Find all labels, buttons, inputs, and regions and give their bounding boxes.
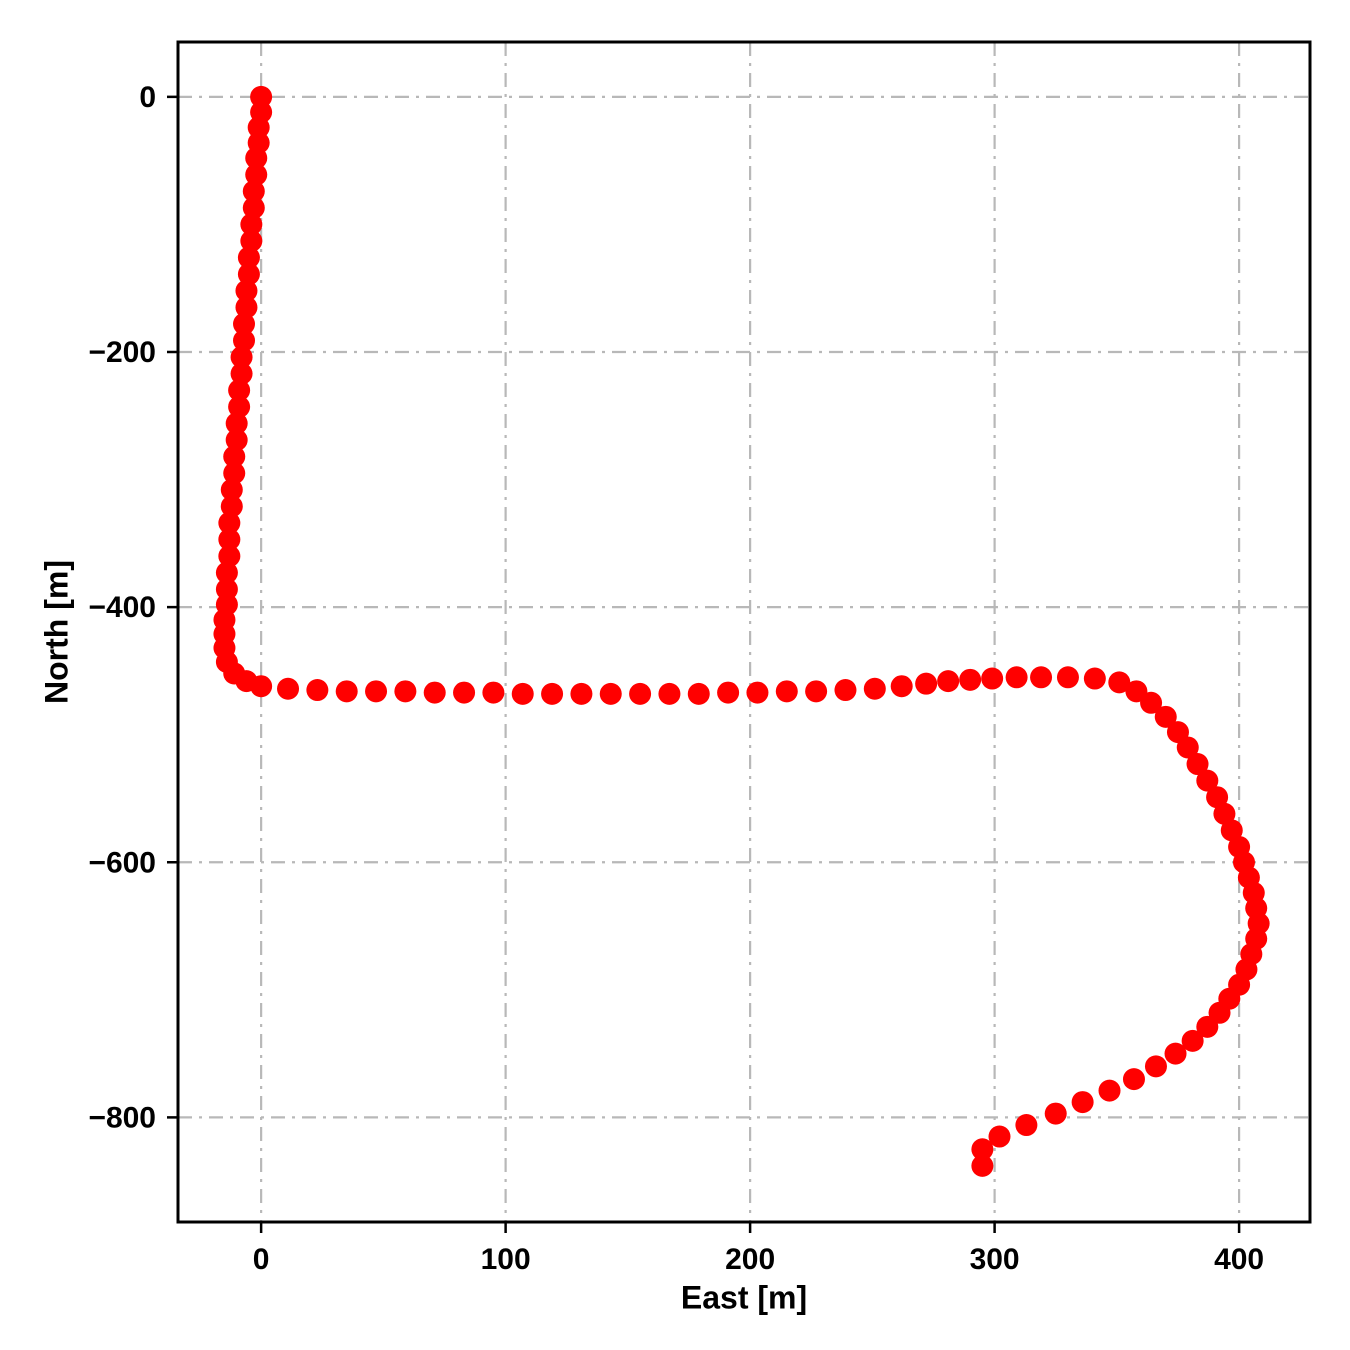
trajectory-point xyxy=(988,1125,1011,1148)
trajectory-point xyxy=(1030,666,1053,689)
trajectory-point xyxy=(834,679,857,702)
y-tick-label: 0 xyxy=(139,81,156,114)
trajectory-point xyxy=(971,1154,994,1177)
trajectory-point xyxy=(1083,667,1106,690)
trajectory-point xyxy=(971,1138,994,1161)
trajectory-point xyxy=(218,545,241,568)
trajectory-point xyxy=(1154,705,1177,728)
trajectory-point xyxy=(1181,1029,1204,1052)
trajectory-point xyxy=(1140,691,1163,714)
trajectory-point xyxy=(511,682,534,705)
trajectory-point xyxy=(223,462,246,485)
trajectory-point xyxy=(230,346,253,369)
trajectory-point xyxy=(1196,1015,1219,1038)
trajectory-point xyxy=(775,680,798,703)
trajectory-point xyxy=(242,196,265,219)
trajectory-point xyxy=(746,681,769,704)
trajectory-point xyxy=(1144,1055,1167,1078)
trajectory-point xyxy=(915,672,938,695)
trajectory-point xyxy=(306,679,329,702)
trajectory-point xyxy=(230,362,253,385)
trajectory-point xyxy=(233,329,256,352)
trajectory-point xyxy=(1206,786,1229,809)
trajectory-point xyxy=(225,429,248,452)
trajectory-point xyxy=(1071,1091,1094,1114)
trajectory-point xyxy=(1122,1068,1145,1091)
trajectory-point xyxy=(1164,1042,1187,1065)
trajectory-point xyxy=(805,680,828,703)
x-tick-label: 0 xyxy=(253,1243,270,1276)
trajectory-point xyxy=(215,578,238,601)
trajectory-point xyxy=(717,681,740,704)
y-tick-label: −200 xyxy=(88,336,156,369)
trajectory-point xyxy=(237,263,260,286)
plot-frame xyxy=(176,40,1312,1224)
trajectory-point xyxy=(220,495,243,518)
trajectory-point xyxy=(245,147,268,170)
trajectory-point xyxy=(218,528,241,551)
trajectory-point xyxy=(1196,769,1219,792)
trajectory-point xyxy=(1015,1114,1038,1137)
trajectory-point xyxy=(277,677,300,700)
trajectory-point xyxy=(453,681,476,704)
trajectory-point xyxy=(863,677,886,700)
trajectory-point xyxy=(1220,819,1243,842)
trajectory-point xyxy=(215,561,238,584)
trajectory-point xyxy=(959,668,982,691)
trajectory-point xyxy=(482,681,505,704)
trajectory-point xyxy=(245,163,268,186)
trajectory-point xyxy=(228,395,251,418)
trajectory-point xyxy=(981,667,1004,690)
trajectory-point xyxy=(937,670,960,693)
trajectory-point xyxy=(250,675,273,698)
x-tick-label: 400 xyxy=(1214,1243,1264,1276)
trajectory-point xyxy=(1108,671,1131,694)
x-tick-label: 300 xyxy=(970,1243,1020,1276)
trajectory-point xyxy=(1044,1102,1067,1125)
trajectory-point xyxy=(218,511,241,534)
x-tick-label: 200 xyxy=(725,1243,775,1276)
y-tick-label: −400 xyxy=(88,591,156,624)
trajectory-point xyxy=(1056,666,1079,689)
trajectory-point xyxy=(228,379,251,402)
trajectory-point xyxy=(220,478,243,501)
trajectory-point xyxy=(658,682,681,705)
trajectory-point xyxy=(570,682,593,705)
trajectory-point xyxy=(235,279,258,302)
trajectory-point xyxy=(541,682,564,705)
trajectory-point xyxy=(1213,802,1236,825)
trajectory-point xyxy=(1186,753,1209,776)
x-axis-label: East [m] xyxy=(680,1279,808,1316)
trajectory-point xyxy=(629,682,652,705)
trajectory-point xyxy=(423,681,446,704)
trajectory-point xyxy=(223,445,246,468)
y-tick-label: −800 xyxy=(88,1101,156,1134)
trajectory-point xyxy=(240,213,263,236)
trajectory-point xyxy=(599,682,622,705)
trajectory-point xyxy=(242,180,265,203)
trajectory-point xyxy=(237,246,260,269)
trajectory-point xyxy=(240,230,263,253)
trajectory-point xyxy=(1005,666,1028,689)
trajectory-point xyxy=(247,116,270,139)
trajectory-point xyxy=(365,680,388,703)
trajectory-point xyxy=(250,85,273,108)
trajectory-point xyxy=(335,680,358,703)
trajectory-point xyxy=(687,682,710,705)
trajectory-point xyxy=(1098,1079,1121,1102)
trajectory-point xyxy=(1176,736,1199,759)
trajectory-point xyxy=(233,312,256,335)
trajectory-point xyxy=(225,412,248,435)
trajectory-point xyxy=(890,675,913,698)
y-axis-label: North [m] xyxy=(38,560,75,704)
trajectory-point xyxy=(394,680,417,703)
trajectory-point xyxy=(235,296,258,319)
x-tick-label: 100 xyxy=(481,1243,531,1276)
y-tick-label: −600 xyxy=(88,846,156,879)
